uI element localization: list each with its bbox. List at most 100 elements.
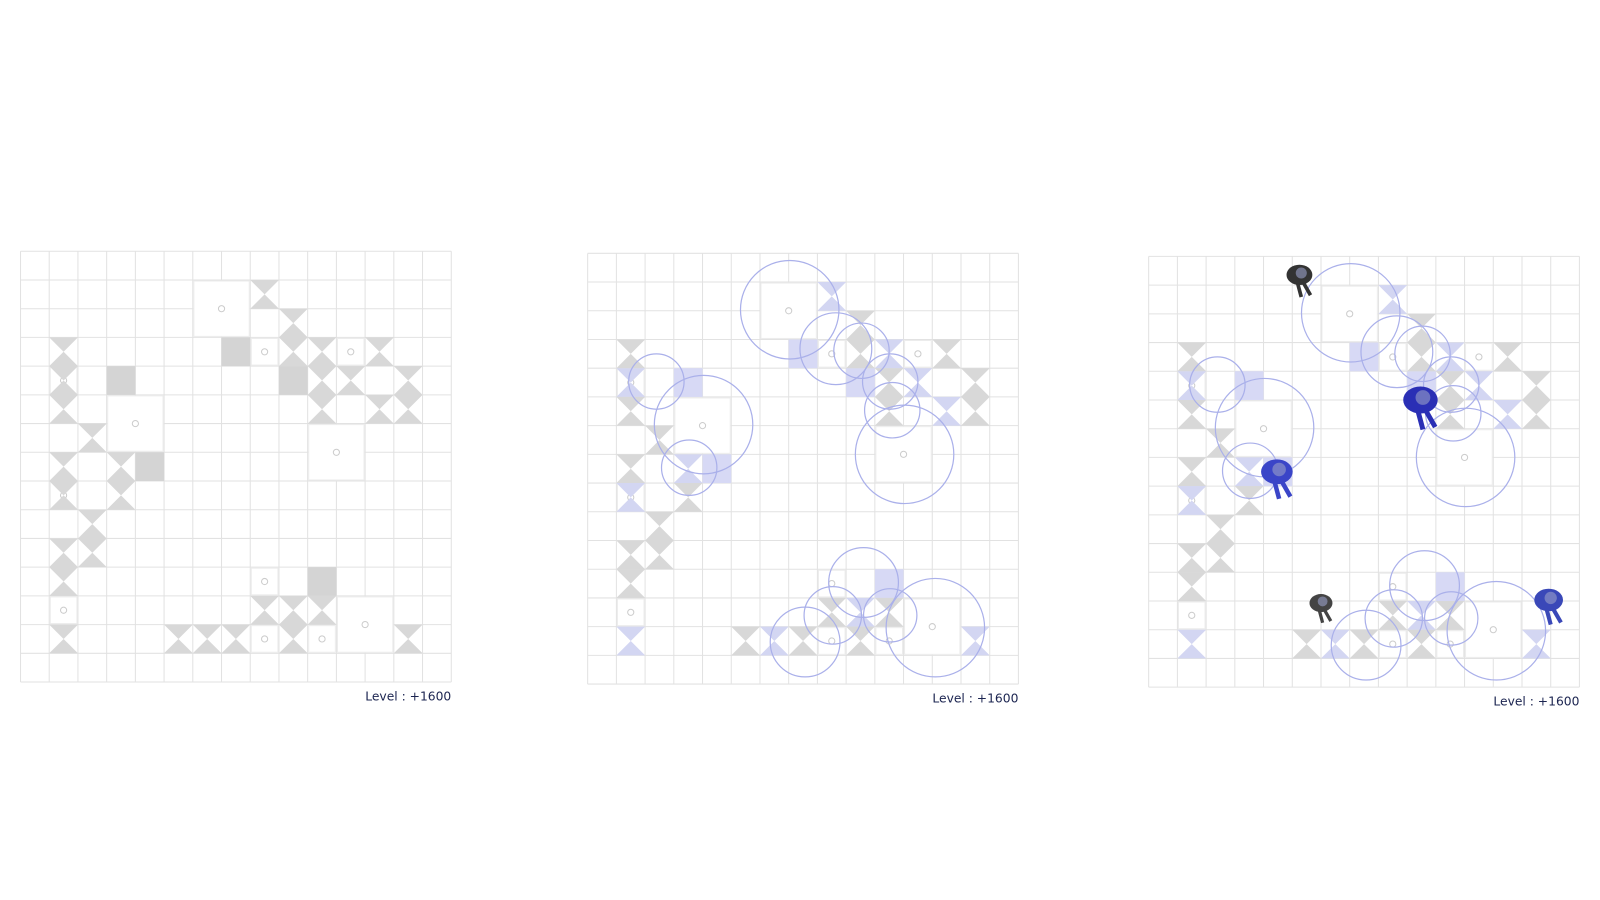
bowtie [1177, 399, 1207, 429]
bowtie [1378, 601, 1408, 630]
room [49, 596, 78, 625]
room [1378, 630, 1407, 658]
bowtie [1177, 629, 1207, 659]
bowtie [1435, 371, 1465, 400]
plan-panel: Level : +1600 [19, 250, 452, 703]
bowtie [1206, 514, 1235, 544]
room [760, 282, 817, 339]
room [250, 337, 279, 366]
bowtie [49, 538, 78, 568]
reach-circle [861, 353, 919, 410]
room [1465, 343, 1493, 371]
room [336, 337, 365, 366]
person-head [1317, 596, 1328, 607]
room-center [261, 348, 269, 356]
bowtie [307, 366, 337, 395]
plan-panel: Level : +1600 [1148, 255, 1580, 709]
reach-circle [739, 259, 840, 360]
bowtie [106, 481, 136, 510]
room [250, 567, 279, 596]
bowtie [307, 595, 337, 625]
bowtie [616, 483, 646, 512]
reach-circle [1446, 580, 1547, 681]
bowtie [49, 394, 78, 424]
reach-circle [863, 381, 921, 439]
shaded-square [106, 366, 136, 395]
room-center [261, 635, 269, 643]
bowtie [1407, 629, 1436, 659]
room-center [361, 621, 369, 629]
room-center [1489, 626, 1497, 634]
bowtie [1349, 629, 1379, 659]
bowtie [250, 595, 279, 625]
bowtie [77, 509, 107, 539]
room [1235, 400, 1292, 457]
room-center [217, 305, 226, 313]
bowtie [960, 626, 990, 656]
person-head [1544, 591, 1557, 605]
room-center [1346, 310, 1354, 318]
person-head [1415, 390, 1431, 405]
bowtie [1407, 313, 1436, 343]
bowtie [1435, 601, 1465, 630]
bowtie [365, 394, 394, 424]
bowtie [164, 624, 193, 654]
person [1286, 264, 1313, 298]
person-legs [1317, 608, 1333, 624]
room [1177, 601, 1206, 630]
level-label: Level : +1600 [365, 689, 451, 703]
bowtie [49, 452, 78, 482]
bowtie [846, 597, 875, 627]
bowtie [616, 339, 646, 369]
bowtie [1320, 629, 1350, 659]
bowtie [1177, 543, 1207, 573]
panels: Level : +1600 Level : +1600 Level : +1600 [19, 250, 1580, 709]
person-head [1295, 267, 1307, 279]
bowtie [932, 396, 961, 426]
room [250, 625, 279, 653]
person-legs [1544, 607, 1563, 626]
room-center [1389, 353, 1397, 361]
reach-circle [803, 586, 863, 645]
bowtie [336, 366, 366, 395]
reach-circle [1394, 325, 1451, 383]
bowtie [874, 597, 904, 627]
bowtie [250, 279, 279, 309]
bowtie [307, 337, 337, 367]
person [1534, 588, 1564, 626]
room-center [698, 422, 707, 430]
bowtie [846, 339, 875, 369]
bowtie [1407, 342, 1436, 372]
bowtie [846, 626, 875, 656]
reach-circle [1423, 591, 1479, 646]
bowtie [616, 540, 646, 570]
bowtie [1234, 486, 1264, 515]
room [817, 339, 846, 368]
bowtie [1206, 428, 1235, 458]
bowtie [1521, 629, 1551, 659]
bowtie [960, 396, 990, 426]
bowtie [817, 597, 847, 627]
room-center [914, 350, 922, 358]
bowtie [278, 308, 308, 338]
bowtie [874, 396, 904, 426]
room-center [785, 307, 793, 315]
bowtie [1292, 629, 1321, 659]
bowtie [365, 337, 394, 367]
bowtie [49, 366, 78, 395]
bowtie [49, 624, 78, 654]
reach-circle [854, 404, 955, 505]
shaded-square [307, 567, 337, 596]
reach-circle [1360, 315, 1434, 389]
person [1309, 594, 1333, 624]
bowtie [616, 569, 646, 598]
reach-circle [1422, 356, 1480, 413]
bowtie [1378, 285, 1408, 314]
room [817, 569, 846, 598]
bowtie [106, 452, 136, 482]
reach-circle [833, 322, 890, 380]
bowtie [645, 511, 674, 541]
room [1465, 601, 1522, 658]
